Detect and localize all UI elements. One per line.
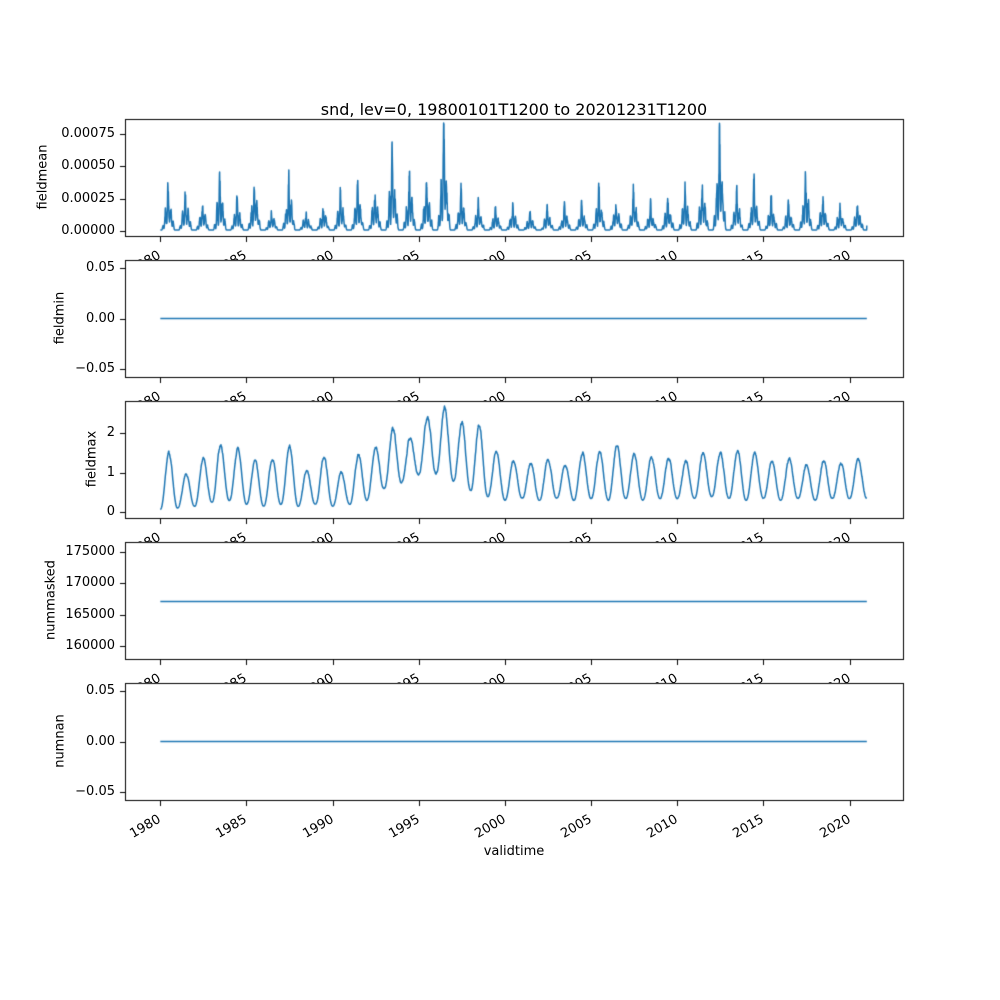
x-tick-label-fragment: 2020 xyxy=(785,248,853,260)
y-tick-label: 0 xyxy=(106,504,115,520)
x-tick-label-fragment: 2020 xyxy=(785,671,853,683)
x-tick-label-fragment: 1990 xyxy=(268,530,336,542)
y-tick-label: 0.00050 xyxy=(61,158,115,174)
x-tick-label-fragment: 1995 xyxy=(354,248,422,260)
y-tick-label: 175000 xyxy=(65,543,115,559)
y-tick-label: −0.05 xyxy=(75,784,115,800)
y-tick-label: 170000 xyxy=(65,575,115,591)
x-tick-label-fragment: 1985 xyxy=(182,530,250,542)
x-tick-label-fragment: 2005 xyxy=(526,389,594,401)
x-tick-label-fragment: 2010 xyxy=(613,671,681,683)
x-tick-label-fragment: 1985 xyxy=(182,389,250,401)
y-tick-label: 0.00 xyxy=(86,310,115,326)
x-tick-label-fragment: 2020 xyxy=(785,530,853,542)
y-tick-label: 0.00 xyxy=(86,733,115,749)
y-tick-label: 165000 xyxy=(65,606,115,622)
x-tick-label-fragment: 1985 xyxy=(182,671,250,683)
x-tick-label-fragment: 1980 xyxy=(96,530,164,542)
y-tick-label: 1 xyxy=(106,464,115,480)
x-tick-label-fragment: 2015 xyxy=(699,248,767,260)
x-tick-label-fragment: 1990 xyxy=(268,248,336,260)
x-tick-label-fragment: 1995 xyxy=(354,671,422,683)
x-tick-label-fragment: 2015 xyxy=(699,671,767,683)
xtick-fragments-row-4: 1980 1985 1990 1995 2000 2005 2010 2015 2020 xyxy=(0,660,1000,683)
y-tick-label: 0.05 xyxy=(86,259,115,275)
x-tick-label-fragment: 2015 xyxy=(699,530,767,542)
y-tick-label: 0.00025 xyxy=(61,190,115,206)
x-tick-label-fragment: 1995 xyxy=(354,389,422,401)
x-tick-label-fragment: 2000 xyxy=(440,389,508,401)
y-tick-label: 0.00000 xyxy=(61,222,115,238)
x-tick-label-fragment: 2005 xyxy=(526,530,594,542)
y-tick-label: 2 xyxy=(106,425,115,441)
x-tick-label-fragment: 1980 xyxy=(96,671,164,683)
x-axis-label: validtime xyxy=(483,844,545,859)
xtick-fragments-row-1: 1980 1985 1990 1995 2000 2005 2010 2015 2020 xyxy=(0,237,1000,260)
xtick-fragments-row-3: 1980 1985 1990 1995 2000 2005 2010 2015 2020 xyxy=(0,519,1000,542)
x-tick-label-fragment: 2015 xyxy=(699,389,767,401)
x-tick-label-fragment: 2010 xyxy=(613,530,681,542)
x-tick-label-fragment: 2010 xyxy=(613,248,681,260)
xtick-fragments-row-2: 1980 1985 1990 1995 2000 2005 2010 2015 2020 xyxy=(0,378,1000,401)
x-tick-label-fragment: 2000 xyxy=(440,248,508,260)
x-tick-label-fragment: 1995 xyxy=(354,530,422,542)
x-tick-label-fragment: 1990 xyxy=(268,389,336,401)
x-tick-label-fragment: 2005 xyxy=(526,671,594,683)
x-tick-label-fragment: 2000 xyxy=(440,671,508,683)
x-tick-label-fragment: 2010 xyxy=(613,389,681,401)
x-tick-label-fragment: 1990 xyxy=(268,671,336,683)
x-tick-label-fragment: 1980 xyxy=(96,248,164,260)
y-tick-label: −0.05 xyxy=(75,361,115,377)
x-tick-label-fragment: 2000 xyxy=(440,530,508,542)
x-tick-label-fragment: 1985 xyxy=(182,248,250,260)
y-tick-label: 160000 xyxy=(65,638,115,654)
y-axis-label-nummasked: nummasked xyxy=(43,560,59,640)
y-tick-label: 0.05 xyxy=(86,682,115,698)
x-tick-label-fragment: 2005 xyxy=(526,248,594,260)
x-tick-label-fragment: 1980 xyxy=(96,389,164,401)
chart-title: snd, lev=0, 19800101T1200 to 20201231T12… xyxy=(320,100,708,119)
x-tick-label-fragment: 2020 xyxy=(785,389,853,401)
y-tick-label: 0.00075 xyxy=(61,126,115,142)
